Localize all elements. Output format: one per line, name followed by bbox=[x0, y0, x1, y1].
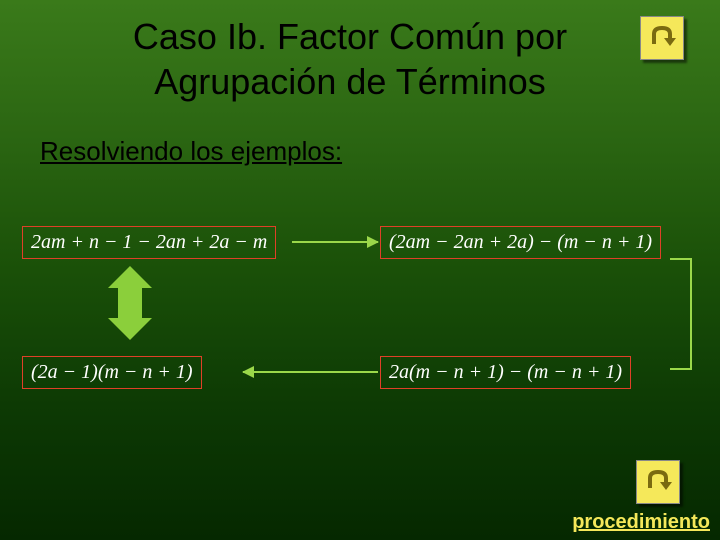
arrow-step3 bbox=[243, 371, 378, 373]
back-icon-bottom[interactable] bbox=[636, 460, 680, 504]
equation-grouped: (2am − 2an + 2a) − (m − n + 1) bbox=[380, 226, 661, 259]
u-turn-icon bbox=[642, 466, 674, 498]
equation-original: 2am + n − 1 − 2an + 2a − m bbox=[22, 226, 276, 259]
equation-factored-partial: 2a(m − n + 1) − (m − n + 1) bbox=[380, 356, 631, 389]
procedimiento-link[interactable]: procedimiento bbox=[572, 511, 710, 534]
u-turn-icon bbox=[646, 22, 678, 54]
arrow-step1 bbox=[292, 241, 378, 243]
arrow-step2-connector bbox=[690, 258, 692, 370]
page-title: Caso Ib. Factor Común por Agrupación de … bbox=[0, 0, 720, 108]
back-icon[interactable] bbox=[640, 16, 684, 60]
equation-result: (2a − 1)(m − n + 1) bbox=[22, 356, 202, 389]
double-arrow-icon bbox=[108, 268, 152, 338]
subtitle: Resolviendo los ejemplos: bbox=[0, 108, 720, 167]
